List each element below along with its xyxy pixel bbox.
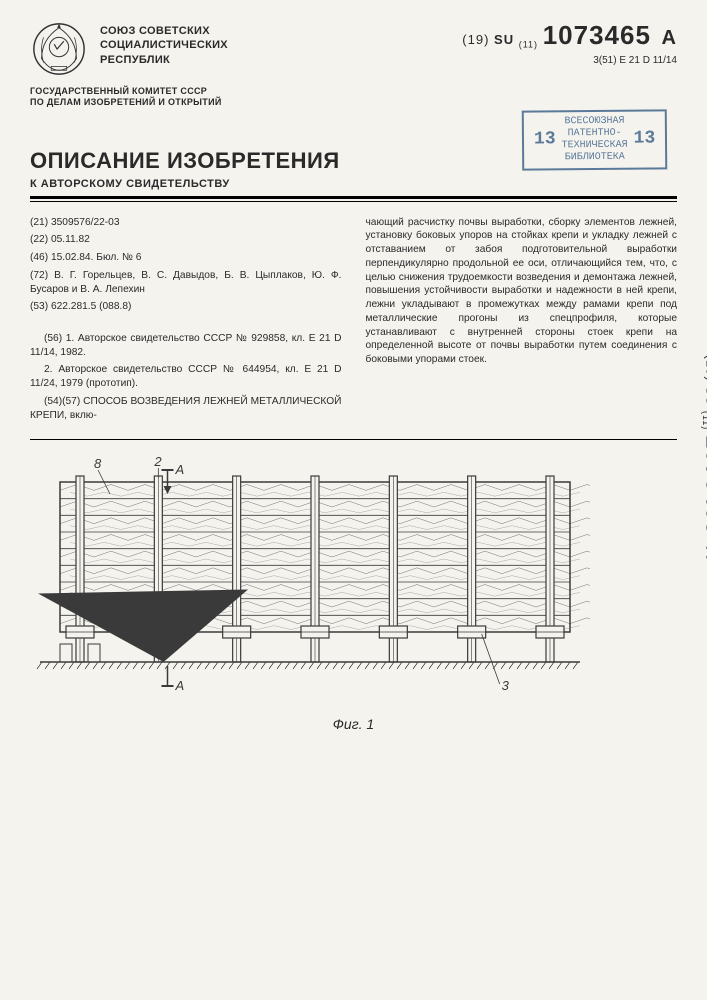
- authors: (72) В. Г. Горельцев, В. С. Давыдов, Б. …: [30, 269, 342, 297]
- doc-kind: A: [662, 27, 677, 49]
- svg-text:A: A: [175, 462, 185, 477]
- right-column: чающий расчистку почвы выработки, сборку…: [366, 216, 678, 427]
- state-emblem-icon: [30, 20, 88, 78]
- side-doc-code: (19) SU (11) 1073465 A: [699, 355, 707, 560]
- claim-head: (54)(57) СПОСОБ ВОЗВЕДЕНИЯ ЛЕЖНЕЙ МЕТАЛЛ…: [30, 395, 342, 423]
- udc-code: (53) 622.281.5 (088.8): [30, 300, 342, 314]
- claim-body: чающий расчистку почвы выработки, сборку…: [366, 216, 678, 367]
- country-code: SU: [494, 32, 514, 47]
- stamp-line: ВСЕСОЮЗНАЯ: [561, 116, 627, 129]
- body-rule: [30, 439, 677, 440]
- title-rule: [30, 196, 677, 202]
- stamp-right: 13: [633, 129, 655, 151]
- doc-codes: (19) SU (11) 1073465 A 3(51) E 21 D 11/1…: [462, 20, 677, 66]
- sub-title: К АВТОРСКОМУ СВИДЕТЕЛЬСТВУ: [30, 178, 677, 190]
- stamp-line: ПАТЕНТНО-: [561, 128, 627, 141]
- figure-label: Фиг. 1: [333, 716, 374, 732]
- filing-date: (22) 05.11.82: [30, 233, 342, 247]
- class-prefix: 3(51): [593, 55, 616, 66]
- stamp-left: 13: [534, 130, 556, 152]
- svg-text:8: 8: [94, 456, 102, 471]
- reference-1: (56) 1. Авторское свидетельство СССР № 9…: [30, 332, 342, 360]
- org-title: СОЮЗ СОВЕТСКИХ СОЦИАЛИСТИЧЕСКИХ РЕСПУБЛИ…: [100, 20, 228, 67]
- pub-date: (46) 15.02.84. Бюл. № 6: [30, 251, 342, 265]
- reference-2: 2. Авторское свидетельство СССР № 644954…: [30, 363, 342, 391]
- figure-drawing: A A 8 2 3: [30, 452, 590, 712]
- doc-num-prefix: (11): [519, 40, 538, 50]
- svg-text:A: A: [175, 678, 185, 693]
- svg-text:3: 3: [502, 678, 510, 693]
- stamp-line: БИБЛИОТЕКА: [561, 152, 627, 165]
- abstract-columns: (21) 3509576/22-03 (22) 05.11.82 (46) 15…: [30, 216, 677, 427]
- stamp-line: ТЕХНИЧЕСКАЯ: [561, 140, 627, 153]
- figure-1: A A 8 2 3 Фиг. 1: [30, 452, 677, 732]
- country-prefix: (19): [462, 32, 489, 47]
- library-stamp: 13 ВСЕСОЮЗНАЯ ПАТЕНТНО- ТЕХНИЧЕСКАЯ БИБЛ…: [522, 109, 668, 170]
- svg-text:2: 2: [153, 454, 162, 469]
- app-number: (21) 3509576/22-03: [30, 216, 342, 230]
- class-code: E 21 D 11/14: [619, 55, 677, 66]
- doc-number: 1073465: [543, 20, 651, 50]
- left-column: (21) 3509576/22-03 (22) 05.11.82 (46) 15…: [30, 216, 342, 427]
- sub-org: ГОСУДАРСТВЕННЫЙ КОМИТЕТ СССР ПО ДЕЛАМ ИЗ…: [30, 86, 677, 108]
